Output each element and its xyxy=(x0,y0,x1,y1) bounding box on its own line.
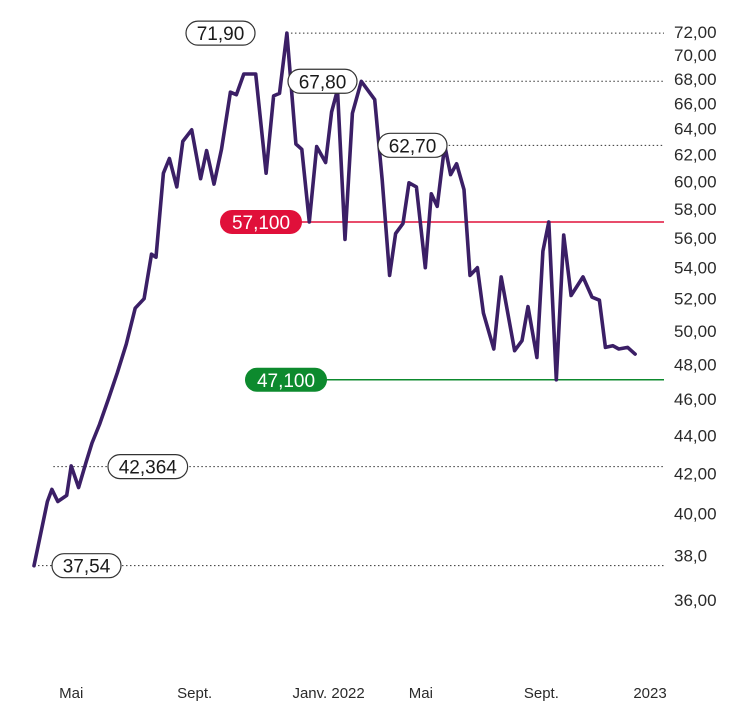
callout-label: 67,80 xyxy=(299,72,347,93)
x-tick-label: Sept. xyxy=(524,685,559,702)
y-tick-label: 72,00 xyxy=(674,23,717,42)
x-tick-label: 2023 xyxy=(633,685,666,702)
callout-pill xyxy=(287,68,358,94)
y-tick-label: 64,00 xyxy=(674,120,717,139)
y-tick-label: 54,00 xyxy=(674,259,717,278)
x-tick-label: Sept. xyxy=(177,685,212,702)
level-label: 57,100 xyxy=(232,213,290,234)
x-tick-label: Janv. 2022 xyxy=(292,685,364,702)
level-pill xyxy=(245,367,327,392)
y-tick-label: 52,00 xyxy=(674,290,717,309)
y-tick-label: 66,00 xyxy=(674,94,717,113)
y-tick-label: 60,00 xyxy=(674,172,717,191)
y-tick-label: 58,00 xyxy=(674,200,717,219)
y-tick-label: 50,00 xyxy=(674,322,717,341)
y-tick-label: 42,00 xyxy=(674,465,717,484)
x-tick-label: Mai xyxy=(59,685,83,702)
callout-pill xyxy=(107,454,189,480)
callout-pill xyxy=(185,20,256,46)
y-tick-label: 68,00 xyxy=(674,70,717,89)
y-tick-label: 40,00 xyxy=(674,505,717,524)
level-label: 47,100 xyxy=(257,371,315,392)
callout-label: 42,364 xyxy=(119,458,178,479)
callout-pill xyxy=(51,553,122,579)
y-tick-label: 46,00 xyxy=(674,390,717,409)
price-series-line xyxy=(32,31,637,568)
y-tick-label: 48,00 xyxy=(674,355,717,374)
callout-label: 37,54 xyxy=(63,557,111,578)
callout-label: 62,70 xyxy=(389,136,437,157)
y-tick-label: 36,00 xyxy=(674,591,717,610)
y-tick-label: 62,00 xyxy=(674,146,717,165)
y-tick-label: 56,00 xyxy=(674,229,717,248)
x-tick-label: Mai xyxy=(409,685,433,702)
callout-pill xyxy=(377,132,448,158)
callout-label: 71,90 xyxy=(197,24,245,45)
y-tick-label: 70,00 xyxy=(674,46,717,65)
y-tick-label: 44,00 xyxy=(674,427,717,446)
y-tick-label: 38,0 xyxy=(674,547,707,566)
level-pill xyxy=(220,209,302,234)
